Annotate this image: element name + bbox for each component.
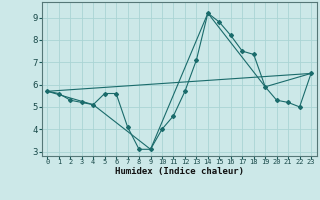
X-axis label: Humidex (Indice chaleur): Humidex (Indice chaleur) bbox=[115, 167, 244, 176]
